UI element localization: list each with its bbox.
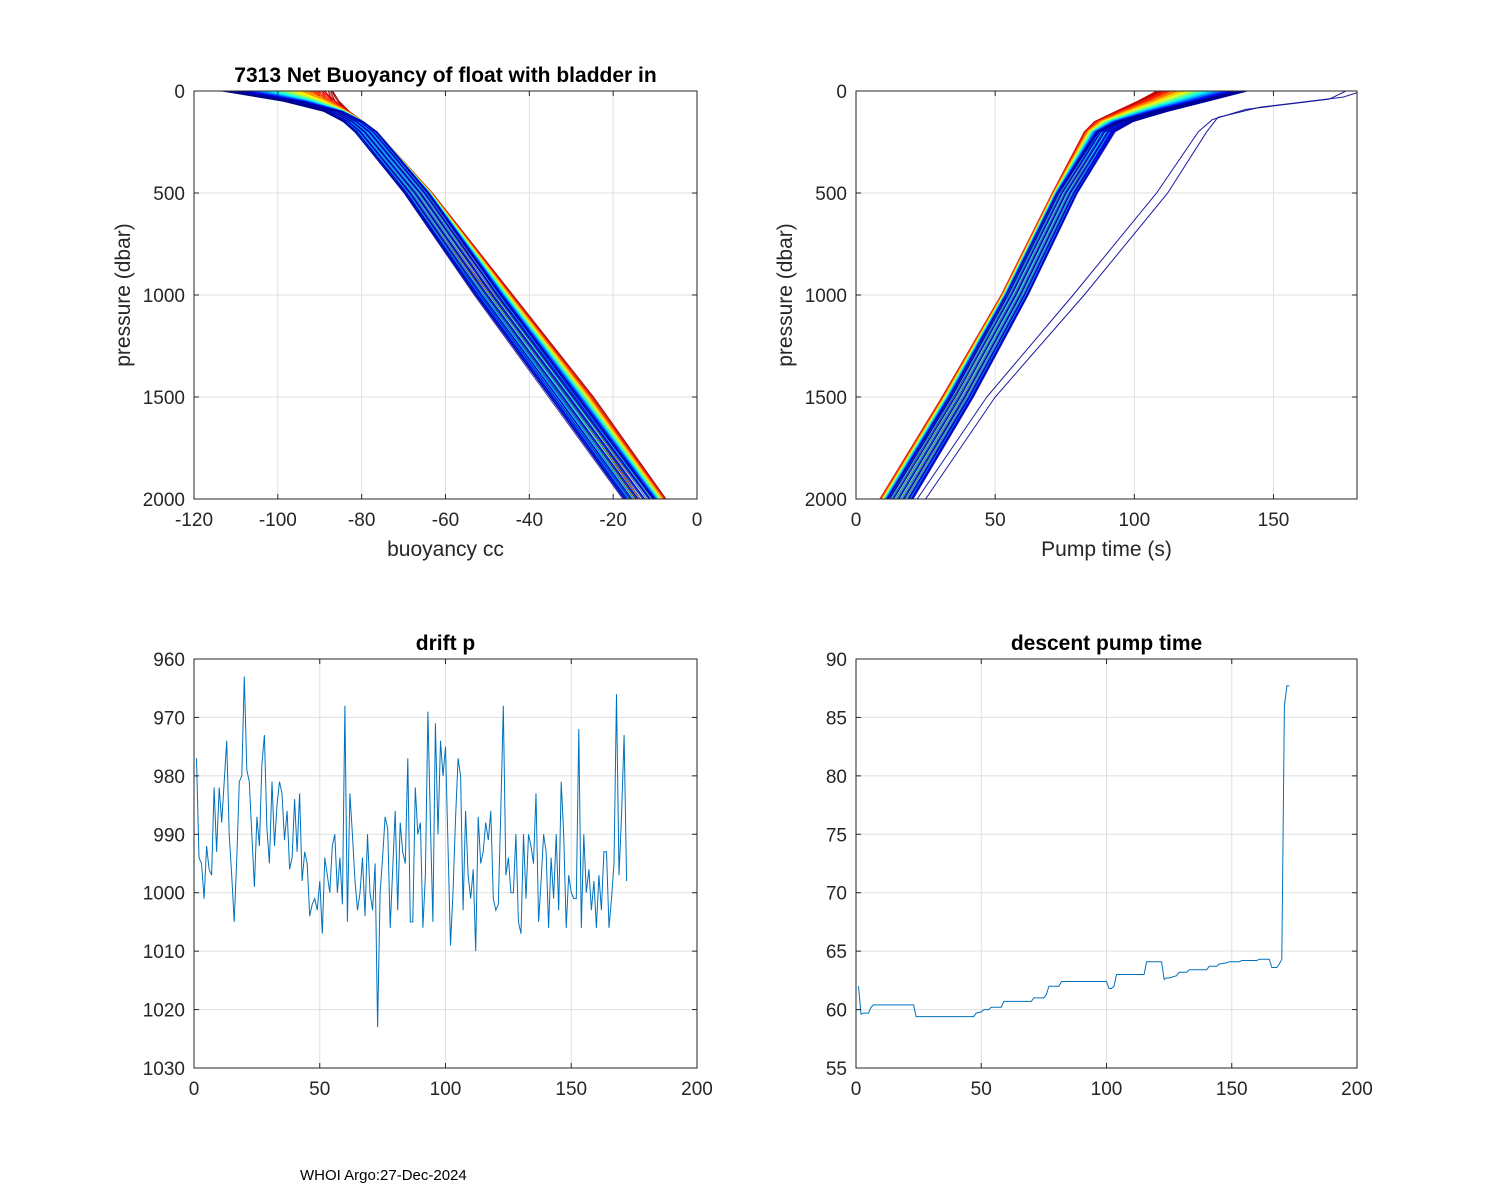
buoyancy-xtick-label: -100 [259,510,297,531]
footer-text: WHOI Argo:27-Dec-2024 [300,1167,467,1184]
pumptime-xtick-label: 0 [851,510,862,531]
drift-xtick-label: 0 [189,1079,200,1100]
buoyancy-ytick-label: 0 [174,82,185,103]
pumptime-ylabel: pressure (dbar) [774,223,797,367]
pumptime-series-group [879,91,1357,499]
pumptime-profile-line [908,91,1247,499]
pumptime-ytick-label: 1500 [805,388,847,409]
buoyancy-xtick-label: 0 [692,510,703,531]
pumptime-ytick-label: 500 [815,184,847,205]
buoyancy-series-group [220,91,667,499]
buoyancy-xtick-label: -60 [432,510,459,531]
pumptime-xtick-label: 50 [985,510,1006,531]
descent-ytick-label: 90 [826,650,847,671]
drift-series-line [196,676,628,1028]
drift-series-group [196,676,628,1028]
descent-ytick-label: 60 [826,1001,847,1022]
buoyancy-title: 7313 Net Buoyancy of float with bladder … [234,64,656,87]
pumptime-ytick-label: 0 [836,82,847,103]
buoyancy-profile-line [233,91,638,499]
pumptime-profile-line [881,91,1180,499]
descent-xtick-label: 0 [851,1079,862,1100]
buoyancy-profile-line [225,91,631,499]
buoyancy-xtick-label: -20 [599,510,626,531]
pumptime-ytick-label: 1000 [805,286,847,307]
descent-series-group [858,685,1290,1018]
descent-ytick-label: 85 [826,708,847,729]
descent-ytick-label: 75 [826,825,847,846]
buoyancy-xtick-label: -40 [516,510,543,531]
buoyancy-xlabel: buoyancy cc [387,538,504,561]
descent-xtick-label: 50 [971,1079,992,1100]
pumptime-xtick-label: 150 [1258,510,1290,531]
drift-xtick-label: 50 [309,1079,330,1100]
pumptime-ytick-label: 2000 [805,490,847,511]
descent-xtick-label: 100 [1091,1079,1123,1100]
pumptime-xlabel: Pump time (s) [1041,538,1172,561]
drift-ytick-label: 990 [153,825,185,846]
descent-xtick-label: 150 [1216,1079,1248,1100]
buoyancy-axes: -120 -100 -80 -60 -40 -20 0 0 500 1000 1500 2000 731… [112,64,702,561]
buoyancy-profile-line [231,91,644,499]
pumptime-profile-line [893,91,1242,499]
drift-ytick-label: 1010 [143,942,185,963]
drift-ytick-label: 1030 [143,1059,185,1080]
drift-ytick-label: 960 [153,650,185,671]
descent-xtick-label: 200 [1341,1079,1373,1100]
descent-ytick-label: 70 [826,884,847,905]
drift-ytick-label: 1020 [143,1001,185,1022]
drift-axes: 0 50 100 150 200 960 970 980 990 1000 1010 1020 1030… [143,632,713,1100]
buoyancy-profile-line [234,91,650,499]
descent-axes: 0 50 100 150 200 55 60 65 70 75 80 85 90 descent pump… [826,632,1373,1100]
buoyancy-profile-line [236,91,654,499]
drift-ytick-label: 980 [153,767,185,788]
descent-ytick-label: 55 [826,1059,847,1080]
descent-series-line [858,685,1290,1018]
pumptime-profile-line [887,91,1241,499]
buoyancy-ytick-label: 2000 [143,490,185,511]
drift-xtick-label: 200 [681,1079,713,1100]
buoyancy-profile-line [220,91,624,499]
descent-ytick-label: 80 [826,767,847,788]
buoyancy-ytick-label: 500 [153,184,185,205]
drift-ytick-label: 1000 [143,884,185,905]
pumptime-profile-line [903,91,1246,499]
buoyancy-xtick-label: -80 [348,510,375,531]
buoyancy-ytick-label: 1500 [143,388,185,409]
drift-xtick-label: 100 [430,1079,462,1100]
pumptime-xtick-label: 100 [1118,510,1150,531]
drift-ytick-label: 970 [153,708,185,729]
drift-xtick-label: 150 [555,1079,587,1100]
buoyancy-xtick-label: -120 [175,510,213,531]
descent-title: descent pump time [1011,632,1202,655]
pumptime-profile-line [898,91,1244,499]
pumptime-profile-line [880,91,1173,499]
buoyancy-ytick-label: 1000 [143,286,185,307]
buoyancy-profile-line [228,91,637,499]
descent-ytick-label: 65 [826,942,847,963]
buoyancy-ylabel: pressure (dbar) [112,223,135,367]
pumptime-outlier-2-line [916,91,1347,499]
drift-title: drift p [416,632,475,655]
